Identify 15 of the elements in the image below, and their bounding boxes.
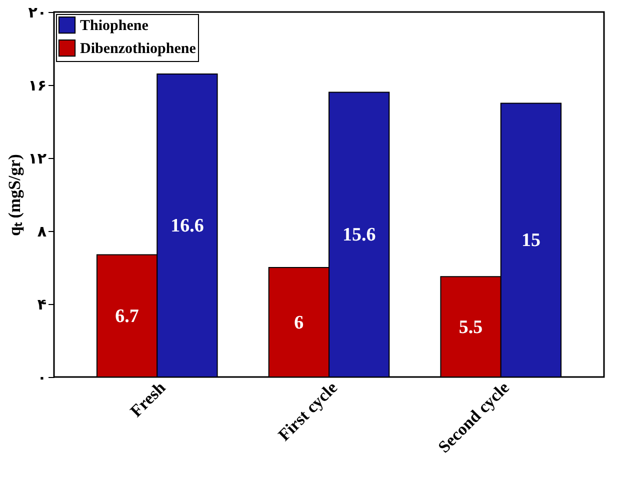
- y-tick-label: ۲۰: [28, 4, 46, 22]
- y-tick-label: ۱۲: [28, 150, 46, 168]
- legend-label: Dibenzothiophene: [80, 41, 196, 57]
- data-label: 15: [521, 230, 540, 252]
- data-label: 16.6: [170, 216, 204, 237]
- data-label: 6.7: [115, 306, 140, 327]
- y-tick-label: ۰: [37, 368, 46, 386]
- y-axis-title: qₜ (mgS/gr): [5, 154, 24, 236]
- data-label: 5.5: [458, 316, 483, 338]
- data-label: 6: [294, 312, 304, 334]
- legend-label: Thiophene: [80, 18, 149, 34]
- data-label: 15.6: [342, 224, 376, 246]
- y-tick-label: ۸: [37, 222, 46, 240]
- y-tick-label: ۱۶: [28, 76, 46, 94]
- y-tick-label: ۴: [37, 296, 46, 314]
